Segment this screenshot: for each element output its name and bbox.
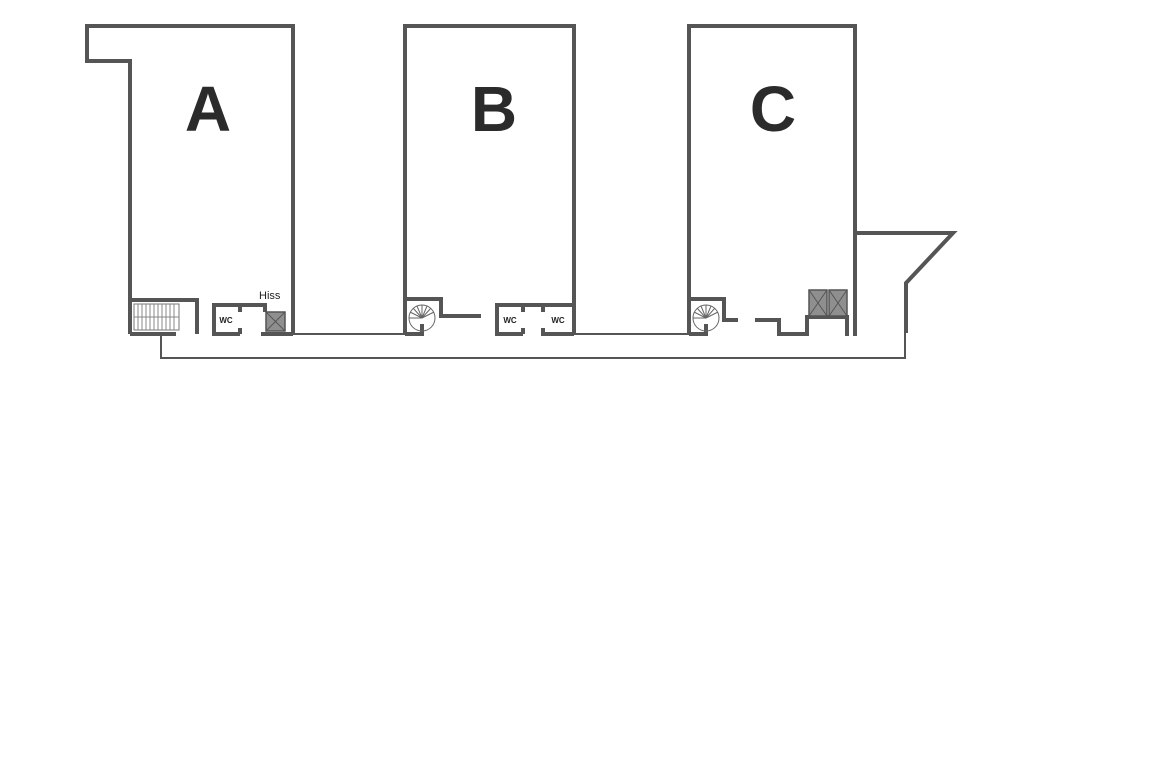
corridor <box>160 333 906 359</box>
unit-c: C <box>687 24 958 336</box>
unit-b-wc-left-label: WC <box>503 316 517 325</box>
corridor-outer-wall <box>160 333 906 359</box>
lift-label: Hiss <box>259 290 281 302</box>
unit-b: B WC WC <box>403 24 576 336</box>
unit-b-wc-right: WC <box>523 303 574 336</box>
unit-a-label: A <box>185 73 231 145</box>
unit-a-staircase <box>130 298 199 336</box>
unit-c-annex <box>855 231 958 333</box>
unit-a-outer-wall <box>85 24 295 334</box>
unit-a-wc-label: WC <box>219 316 233 325</box>
unit-c-lifts <box>755 289 849 336</box>
unit-c-label: C <box>750 73 796 145</box>
unit-b-wc-left: WC <box>495 303 525 336</box>
unit-a: A WC <box>85 24 295 336</box>
unit-b-label: B <box>471 73 517 145</box>
unit-b-spiral-stair <box>405 297 481 336</box>
unit-b-wc-right-label: WC <box>551 316 565 325</box>
unit-c-outer-wall <box>687 24 857 336</box>
unit-a-lift: Hiss <box>240 290 293 336</box>
unit-b-outer-wall <box>403 24 576 334</box>
unit-c-spiral-stair <box>689 297 738 336</box>
unit-a-wc: WC <box>212 303 242 336</box>
